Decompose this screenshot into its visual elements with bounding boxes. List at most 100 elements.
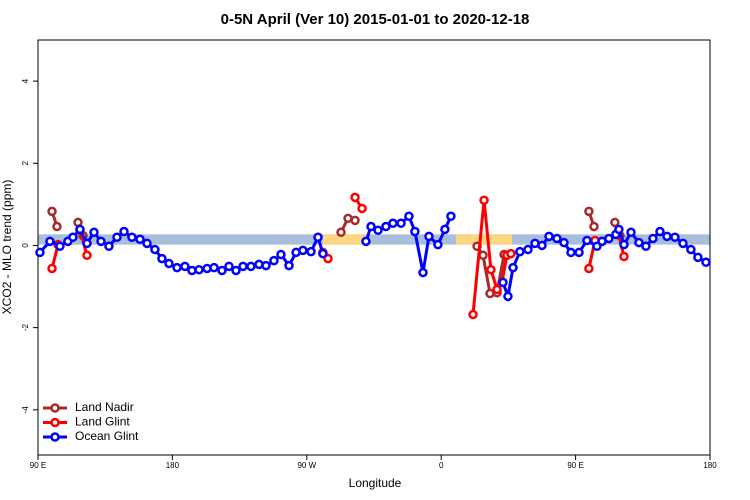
point [446, 211, 456, 222]
point [209, 262, 219, 273]
point [357, 203, 367, 214]
point [604, 233, 614, 244]
x-tick-label: 0 [439, 461, 444, 470]
point [313, 232, 323, 242]
point [686, 244, 696, 255]
point [217, 265, 227, 276]
point [468, 309, 478, 320]
point [396, 218, 406, 229]
point [336, 227, 346, 238]
y-tick-label: -4 [21, 406, 30, 414]
point [164, 258, 174, 269]
point [440, 224, 450, 235]
point [89, 227, 99, 238]
point [479, 195, 489, 205]
point [584, 206, 594, 217]
x-axis-label: Longitude [349, 476, 402, 490]
point [418, 267, 428, 278]
point [55, 241, 65, 252]
x-tick-label: 180 [166, 461, 180, 470]
point [350, 192, 360, 203]
point [224, 261, 234, 272]
point [619, 251, 629, 262]
point [298, 245, 308, 256]
point [410, 226, 420, 237]
series-line [50, 196, 626, 315]
point [552, 233, 562, 244]
point [523, 244, 533, 255]
point [96, 236, 106, 247]
plot-frame [37, 39, 711, 456]
point [318, 248, 328, 259]
point [404, 211, 414, 222]
point [350, 215, 360, 226]
legend-label: Land Glint [75, 415, 130, 429]
x-tick-label: 90 E [30, 461, 46, 470]
point [172, 262, 182, 273]
point [119, 226, 129, 237]
point [112, 232, 122, 242]
point [559, 237, 569, 248]
y-axis-label: XCO2 - MLO trend (ppm) [0, 180, 14, 315]
x-tick-label: 180 [703, 461, 717, 470]
point [589, 221, 599, 232]
point [515, 246, 525, 257]
point [366, 221, 376, 232]
point [82, 238, 92, 249]
point [619, 239, 629, 250]
point [104, 241, 114, 252]
point [584, 263, 594, 274]
point [492, 284, 502, 295]
point [47, 263, 57, 274]
point [537, 240, 547, 251]
legend-marker [50, 432, 60, 442]
point [641, 241, 651, 252]
legend-label: Land Nadir [75, 400, 134, 414]
point [47, 206, 57, 217]
point [142, 238, 152, 249]
point [433, 239, 443, 250]
point [478, 250, 488, 261]
point [655, 226, 665, 237]
point [544, 231, 554, 242]
point [373, 225, 383, 235]
point [45, 236, 55, 247]
point [180, 261, 190, 272]
point [231, 265, 241, 276]
point [701, 257, 711, 268]
point [508, 262, 518, 273]
point [135, 234, 145, 245]
series-line [50, 210, 622, 296]
point [634, 237, 644, 248]
x-tick-label: 90 W [297, 461, 316, 470]
point [662, 231, 672, 242]
point [424, 231, 434, 242]
point [678, 238, 688, 249]
legend-marker [50, 403, 60, 413]
point [610, 217, 620, 228]
point [157, 253, 167, 264]
point [150, 244, 160, 255]
chart-title: 0-5N April (Ver 10) 2015-01-01 to 2020-1… [221, 11, 530, 28]
point [261, 260, 271, 271]
x-tick-label: 90 E [567, 461, 583, 470]
point [269, 255, 279, 266]
point [246, 261, 256, 272]
point [35, 247, 45, 258]
point [566, 247, 576, 258]
point [361, 236, 371, 247]
band-highlight [455, 234, 512, 245]
legend-label: Ocean Glint [75, 429, 139, 443]
point [648, 233, 658, 244]
y-tick-label: -2 [21, 324, 30, 332]
point [194, 264, 204, 275]
point [127, 232, 137, 242]
point [503, 291, 513, 302]
point [68, 232, 78, 242]
point [506, 248, 516, 259]
point [626, 227, 636, 238]
band [38, 234, 710, 245]
point [82, 250, 92, 261]
point [238, 261, 248, 272]
